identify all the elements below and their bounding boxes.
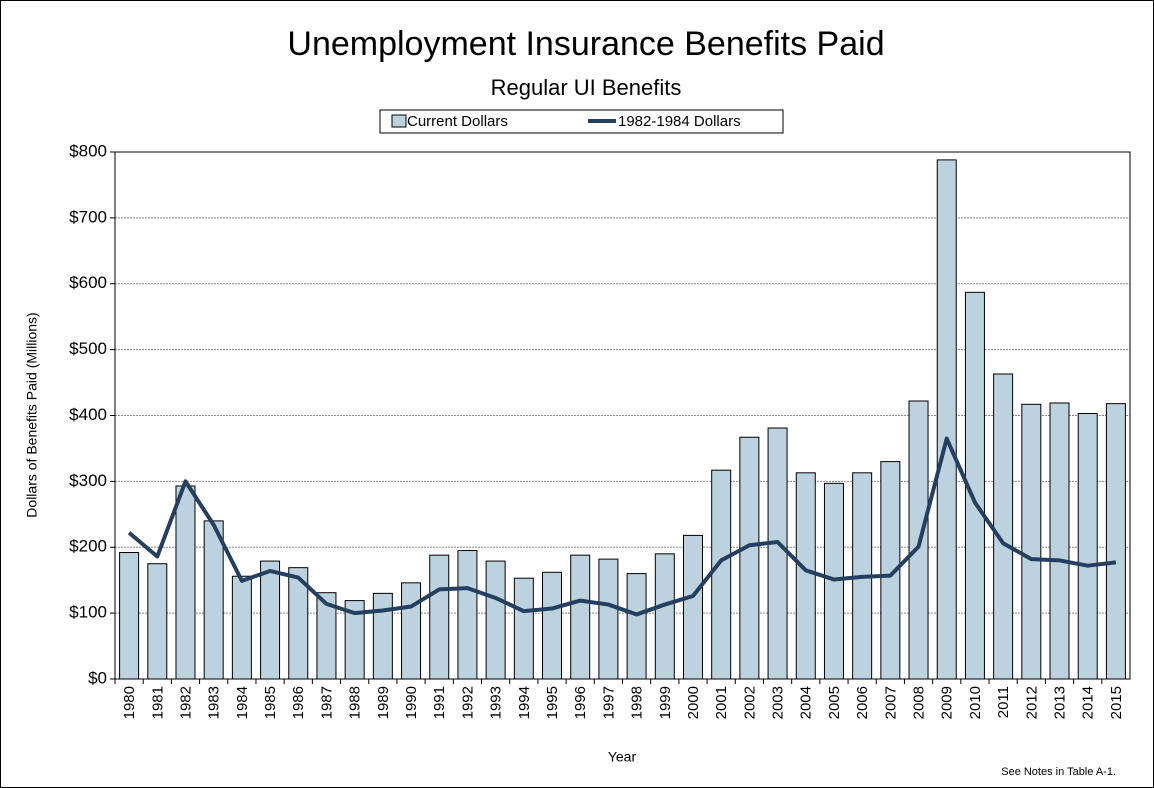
bar bbox=[429, 554, 450, 680]
x-tick-label: 1990 bbox=[403, 686, 420, 719]
x-tick-label: 2015 bbox=[1108, 686, 1125, 719]
x-tick-label: 2007 bbox=[882, 686, 899, 719]
bar bbox=[1021, 403, 1042, 680]
x-tick-label: 1993 bbox=[488, 686, 505, 719]
bar bbox=[1077, 413, 1098, 680]
y-axis-label: Dollars of Benefits Paid (Millions) bbox=[24, 312, 40, 517]
x-tick-label: 1981 bbox=[149, 686, 166, 719]
bar bbox=[260, 560, 281, 680]
bar bbox=[682, 534, 703, 680]
bar bbox=[598, 558, 619, 680]
y-tick-label: $800 bbox=[69, 141, 107, 160]
x-tick-label: 2000 bbox=[685, 686, 702, 719]
bar bbox=[485, 560, 506, 680]
x-tick-label: 1995 bbox=[544, 686, 561, 719]
x-tick-label: 1999 bbox=[657, 686, 674, 719]
x-tick-label: 2004 bbox=[798, 686, 815, 719]
x-tick-label: 2005 bbox=[826, 686, 843, 719]
bar bbox=[542, 571, 563, 680]
bar bbox=[147, 563, 168, 680]
x-tick-label: 1996 bbox=[572, 686, 589, 719]
plot-frame bbox=[114, 151, 1131, 680]
x-tick-label: 1997 bbox=[600, 686, 617, 719]
bar bbox=[401, 582, 422, 680]
x-tick-label: 1985 bbox=[262, 686, 279, 719]
bar bbox=[654, 553, 675, 680]
bar bbox=[203, 520, 224, 680]
bar bbox=[767, 427, 788, 680]
x-tick-label: 2011 bbox=[995, 686, 1012, 718]
x-tick-label: 1984 bbox=[234, 686, 251, 719]
bar bbox=[372, 592, 393, 680]
x-tick-label: 1988 bbox=[347, 686, 364, 719]
y-tick-label: $400 bbox=[69, 405, 107, 424]
x-tick-label: 2001 bbox=[713, 686, 730, 719]
chart-title: Unemployment Insurance Benefits Paid bbox=[287, 25, 884, 63]
line bbox=[127, 436, 1117, 617]
x-tick-label: 2009 bbox=[939, 686, 956, 719]
x-tick-label: 1987 bbox=[318, 686, 335, 719]
legend-label: Current Dollars bbox=[407, 113, 508, 130]
y-tick-label: $0 bbox=[88, 668, 107, 687]
x-tick-label: 1998 bbox=[629, 686, 646, 719]
bar bbox=[175, 485, 196, 680]
bar bbox=[936, 159, 957, 680]
x-tick-label: 2013 bbox=[1051, 686, 1068, 719]
x-tick-label: 2014 bbox=[1080, 686, 1097, 719]
bar bbox=[1049, 402, 1070, 680]
legend-swatch bbox=[391, 114, 407, 128]
x-tick-label: 2006 bbox=[854, 686, 871, 719]
x-tick-label: 1986 bbox=[290, 686, 307, 719]
x-tick-label: 2010 bbox=[967, 686, 984, 719]
x-tick-label: 1980 bbox=[121, 686, 138, 719]
y-tick-label: $500 bbox=[69, 339, 107, 358]
x-tick-label: 1992 bbox=[459, 686, 476, 719]
bar bbox=[626, 573, 647, 680]
x-tick-label: 1982 bbox=[177, 686, 194, 719]
y-tick-label: $300 bbox=[69, 471, 107, 490]
bar bbox=[231, 575, 252, 680]
bar bbox=[993, 373, 1014, 680]
y-tick-label: $200 bbox=[69, 537, 107, 556]
bar bbox=[457, 550, 478, 680]
x-tick-label: 1983 bbox=[206, 686, 223, 719]
bar bbox=[711, 469, 732, 680]
bar bbox=[1105, 403, 1126, 680]
x-tick-label: 1994 bbox=[516, 686, 533, 719]
bar bbox=[513, 577, 534, 680]
x-tick-label: 2003 bbox=[770, 686, 787, 719]
bar bbox=[119, 552, 140, 680]
chart-subtitle: Regular UI Benefits bbox=[491, 75, 682, 100]
note: See Notes in Table A-1. bbox=[1001, 766, 1116, 778]
bar bbox=[570, 554, 591, 680]
x-tick-label: 2008 bbox=[911, 686, 928, 719]
x-tick-label: 2012 bbox=[1023, 686, 1040, 719]
x-axis-label: Year bbox=[608, 749, 637, 765]
y-tick-label: $100 bbox=[69, 603, 107, 622]
legend-label: 1982-1984 Dollars bbox=[618, 113, 741, 130]
bar bbox=[739, 436, 760, 680]
x-tick-label: 2002 bbox=[741, 686, 758, 719]
x-tick-label: 1991 bbox=[431, 686, 448, 719]
y-tick-label: $700 bbox=[69, 207, 107, 226]
bar bbox=[795, 472, 816, 680]
x-tick-label: 1989 bbox=[375, 686, 392, 719]
y-tick-label: $600 bbox=[69, 273, 107, 292]
legend-box bbox=[379, 109, 784, 134]
